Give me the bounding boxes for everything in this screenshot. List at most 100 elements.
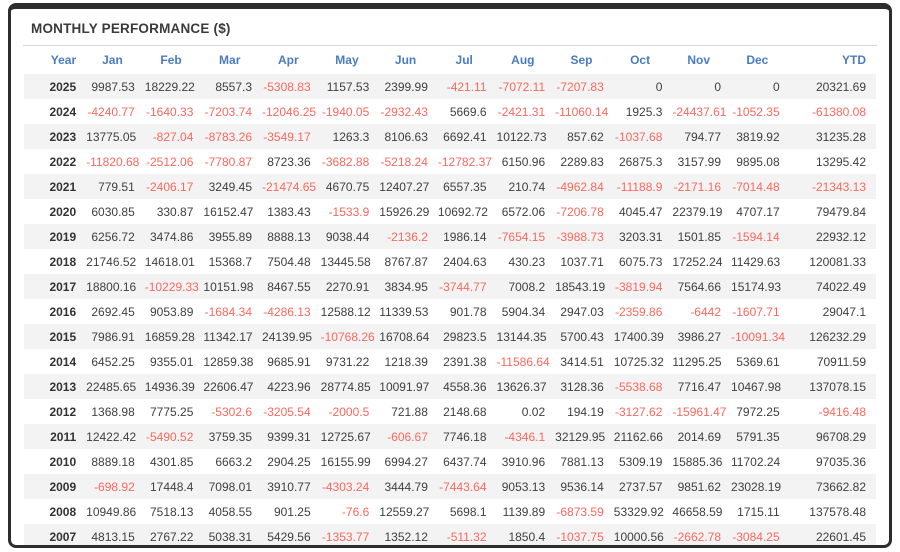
- cell-nov: 1501.85: [677, 229, 722, 244]
- table-row: 2007 4813.15 2767.22 5038.31 5429.56 -1353.77…: [24, 524, 876, 545]
- table-row: 2010 8889.18 4301.85 6663.2 2904.25 16155.99 6…: [24, 449, 876, 474]
- cell-jul: 2148.68: [443, 404, 487, 419]
- table-header-row: Year Jan Feb Mar Apr May Jun Jul Aug Sep Oct Nov Dec…: [24, 46, 876, 74]
- table-row: 2023 13775.05 -827.04 -8783.26 -3549.17 1263.…: [24, 124, 876, 149]
- cell-mar: 7098.01: [208, 479, 253, 494]
- cell-may: 13445.58: [320, 254, 371, 269]
- cell-apr: -12046.25: [262, 104, 317, 119]
- table-body: 2025 9987.53 18229.22 8557.3 -5308.83 1157.53…: [24, 74, 876, 545]
- column-header-mar: Mar: [219, 53, 241, 67]
- cell-jun: -2136.2: [387, 229, 428, 244]
- cell-jul: -7443.64: [439, 479, 487, 494]
- cell-ytd: 73662.82: [815, 479, 866, 494]
- cell-aug: -4346.1: [504, 429, 546, 444]
- cell-jan: 18800.16: [86, 279, 137, 294]
- cell-nov: 7564.66: [677, 279, 722, 294]
- cell-dec: 11702.24: [731, 454, 781, 469]
- cell-dec: 3819.92: [736, 129, 780, 144]
- cell-apr: 901.25: [273, 504, 311, 519]
- year-cell: 2013: [49, 379, 77, 394]
- year-cell: 2012: [49, 404, 77, 419]
- cell-ytd: 20321.69: [815, 79, 866, 94]
- cell-aug: 6150.96: [501, 154, 546, 169]
- cell-mar: -1684.34: [204, 304, 253, 319]
- cell-mar: 6663.2: [215, 454, 253, 469]
- cell-mar: 16152.47: [203, 204, 254, 219]
- cell-apr: 8723.36: [267, 154, 311, 169]
- cell-nov: 2014.69: [677, 429, 722, 444]
- cell-feb: 17448.4: [150, 479, 194, 494]
- cell-dec: 9895.08: [736, 154, 780, 169]
- cell-sep: -11060.14: [555, 104, 609, 119]
- cell-mar: -7203.74: [204, 104, 253, 119]
- cell-may: 9038.44: [325, 229, 370, 244]
- cell-sep: -6873.59: [556, 504, 604, 519]
- cell-dec: 7972.25: [736, 404, 780, 419]
- cell-mar: 12859.38: [203, 354, 254, 369]
- cell-feb: 16859.28: [144, 329, 195, 344]
- cell-aug: 9053.13: [501, 479, 546, 494]
- cell-jul: 4558.36: [443, 379, 487, 394]
- cell-ytd: 137078.15: [809, 379, 866, 394]
- year-cell: 2008: [49, 504, 77, 519]
- cell-oct: 17400.39: [613, 329, 664, 344]
- table-row: 2018 21746.52 14618.01 15368.7 7504.48 13445.…: [24, 249, 876, 274]
- cell-apr: -3549.17: [263, 129, 311, 144]
- cell-feb: 14618.01: [144, 254, 195, 269]
- cell-dec: 23028.19: [731, 479, 782, 494]
- cell-oct: -1037.68: [615, 129, 663, 144]
- cell-oct: -2359.86: [615, 304, 663, 319]
- cell-jul: 2404.63: [443, 254, 487, 269]
- cell-nov: -15961.47: [672, 404, 727, 419]
- cell-aug: 6572.06: [501, 204, 546, 219]
- column-header-ytd: YTD: [842, 53, 866, 67]
- cell-ytd: 31235.28: [815, 129, 866, 144]
- cell-nov: 46658.59: [672, 504, 723, 519]
- column-header-dec: Dec: [746, 53, 769, 67]
- cell-aug: 13626.37: [496, 379, 547, 394]
- cell-nov: -24437.61: [672, 104, 727, 119]
- cell-apr: 9685.91: [267, 354, 311, 369]
- column-header-feb: Feb: [160, 53, 182, 67]
- cell-aug: 430.23: [508, 254, 546, 269]
- cell-oct: 53329.92: [613, 504, 664, 519]
- cell-jan: 1368.98: [91, 404, 135, 419]
- cell-mar: 3759.35: [208, 429, 253, 444]
- cell-may: 1157.53: [326, 79, 370, 94]
- cell-aug: -11586.64: [496, 354, 550, 369]
- column-header-nov: Nov: [687, 53, 711, 67]
- page-title: MONTHLY PERFORMANCE ($): [31, 21, 231, 36]
- cell-may: 12588.12: [320, 304, 371, 319]
- table-row: 2008 10949.86 7518.13 4058.55 901.25 -76.6 125…: [24, 499, 876, 524]
- cell-oct: 1925.3: [625, 104, 663, 119]
- cell-ytd: 22932.12: [815, 229, 866, 244]
- column-header-apr: Apr: [277, 53, 299, 67]
- year-cell: 2014: [49, 354, 77, 369]
- table-row: 2022 -11820.68 -2512.06 -7780.87 8723.36 -368…: [24, 149, 876, 174]
- cell-apr: 3910.77: [267, 479, 311, 494]
- cell-may: -76.6: [341, 504, 370, 519]
- column-header-may: May: [335, 53, 359, 67]
- cell-jul: -421.11: [446, 79, 487, 94]
- cell-jul: 7746.18: [443, 429, 487, 444]
- cell-nov: 794.77: [684, 129, 722, 144]
- year-cell: 2023: [49, 129, 77, 144]
- cell-oct: 6075.73: [619, 254, 663, 269]
- cell-jul: 5669.6: [449, 104, 487, 119]
- cell-jan: 2692.45: [91, 304, 135, 319]
- cell-jun: 1352.12: [384, 529, 428, 544]
- table-row: 2011 12422.42 -5490.52 3759.35 9399.31 12725.…: [24, 424, 876, 449]
- cell-jul: 901.78: [449, 304, 487, 319]
- cell-apr: 7504.48: [267, 254, 311, 269]
- cell-sep: 7881.13: [560, 454, 604, 469]
- cell-may: 28774.85: [320, 379, 371, 394]
- column-header-year: Year: [50, 53, 77, 67]
- cell-jul: 1986.14: [443, 229, 487, 244]
- cell-may: -1353.77: [321, 529, 370, 544]
- cell-ytd: 13295.42: [815, 154, 866, 169]
- cell-may: -1940.05: [321, 104, 370, 119]
- cell-ytd: 137578.48: [809, 504, 866, 519]
- cell-aug: 7008.2: [508, 279, 546, 294]
- cell-mar: 15368.7: [208, 254, 253, 269]
- cell-jun: 3834.95: [384, 279, 428, 294]
